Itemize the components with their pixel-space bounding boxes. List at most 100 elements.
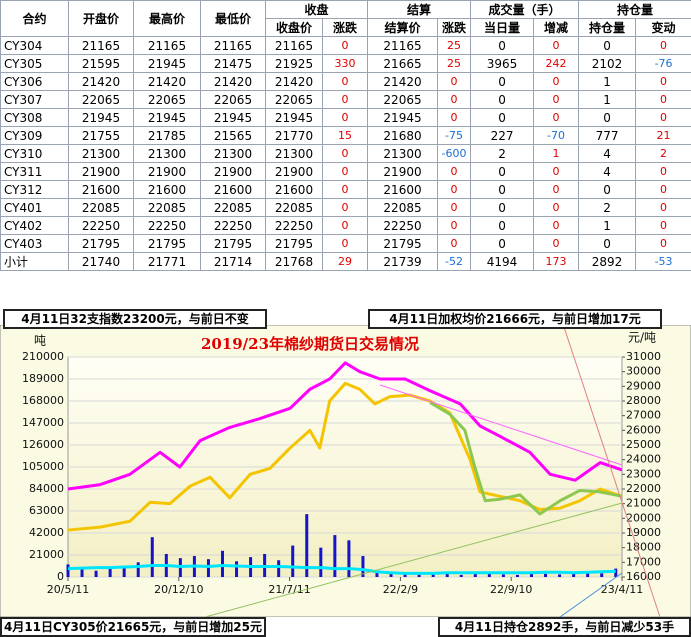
contract-cell: CY311 [0, 162, 69, 181]
table-cell: -53 [635, 252, 691, 271]
table-cell: 21900 [200, 162, 266, 181]
table-cell: 0 [533, 72, 580, 91]
table-cell: 15 [321, 126, 369, 145]
table-cell: 21300 [200, 144, 266, 163]
contract-cell: CY306 [0, 72, 69, 91]
table-cell: 0 [635, 162, 691, 181]
y2-tick-label: 29000 [626, 379, 661, 392]
y2-tick-label: 25000 [626, 438, 661, 451]
x-tick-label: 22/2/9 [383, 583, 418, 596]
table-cell: 21795 [367, 234, 439, 253]
table-cell: 4194 [470, 252, 535, 271]
table-cell: 21300 [367, 144, 439, 163]
volume-bar [417, 574, 421, 577]
table-cell: 21795 [200, 234, 266, 253]
table-cell: 21795 [133, 234, 201, 253]
table-cell: 4 [578, 162, 637, 181]
header-cell: 最低价 [200, 0, 266, 37]
table-row: CY312 21600 21600 21600 21600 0 21600 0 0 0 0 0 [0, 180, 691, 199]
table-cell: 2 [635, 144, 691, 163]
table-cell: 1 [578, 216, 637, 235]
table-cell: 0 [321, 162, 369, 181]
table-cell: 21600 [367, 180, 439, 199]
table-cell: 22250 [68, 216, 134, 235]
x-tick-label: 20/12/10 [154, 583, 203, 596]
table-cell: 3965 [470, 54, 535, 73]
header-cell: 当日量 [470, 18, 535, 37]
trend-line [204, 502, 623, 617]
note: 4月11日持仓2892手，与前日减少53手 [438, 617, 691, 637]
x-tick-label: 23/4/11 [601, 583, 643, 596]
header-row: 合约 开盘价 最高价 最低价 收盘 结算 成交量（手） 持仓量 [0, 0, 691, 37]
table-cell: 2102 [578, 54, 637, 73]
table-cell: 21165 [265, 36, 323, 55]
volume-bar [473, 572, 477, 577]
series-line [67, 361, 623, 491]
table-row: CY403 21795 21795 21795 21795 0 21795 0 0 0 0 0 [0, 234, 691, 253]
table-cell: -52 [437, 252, 472, 271]
table-cell: 330 [321, 54, 369, 73]
header-cell: 最高价 [133, 0, 201, 37]
volume-bar [487, 573, 491, 577]
table-cell: 0 [470, 36, 535, 55]
y-axis-label: 吨 [34, 334, 46, 348]
y2-tick-label: 23000 [626, 467, 661, 480]
table-cell: 21300 [265, 144, 323, 163]
table-cell: 0 [635, 216, 691, 235]
table-cell: 21945 [133, 54, 201, 73]
y2-tick-label: 18000 [626, 541, 661, 554]
quote-table: 合约 开盘价 最高价 最低价 收盘 结算 成交量（手） 持仓量 收盘价 涨跌 结算价 涨跌 当日量 增减持… [0, 0, 691, 271]
x-tick-label: 20/5/11 [47, 583, 89, 596]
x-tick-label: 21/7/11 [268, 583, 310, 596]
table-cell: 21714 [200, 252, 266, 271]
table-cell: 0 [437, 90, 472, 109]
volume-bar [501, 574, 505, 577]
table-cell: 21300 [68, 144, 134, 163]
table-cell: 21770 [265, 126, 323, 145]
table-cell: 21795 [265, 234, 323, 253]
table-cell: 0 [437, 72, 472, 91]
table-cell: 0 [470, 108, 535, 127]
table-cell: 0 [635, 198, 691, 217]
table-cell: 21795 [68, 234, 134, 253]
table-cell: 21420 [367, 72, 439, 91]
table-cell: -600 [437, 144, 472, 163]
y2-tick-label: 22000 [626, 482, 661, 495]
table-cell: 21785 [133, 126, 201, 145]
volume-bar [445, 573, 449, 577]
volume-bar [235, 561, 239, 577]
table-cell: -75 [437, 126, 472, 145]
note: 4月11日CY305价21665元，与前日增加25元 [0, 617, 266, 637]
table-cell: 0 [533, 108, 580, 127]
table-cell: 21771 [133, 252, 201, 271]
y2-tick-label: 20000 [626, 511, 661, 524]
trend-line [562, 325, 661, 617]
series-line [429, 401, 623, 516]
table-cell: 0 [635, 108, 691, 127]
table-cell: 25 [437, 54, 472, 73]
table-cell: 0 [533, 198, 580, 217]
table-cell: 21420 [133, 72, 201, 91]
y2-axis-label: 元/吨 [628, 331, 656, 345]
volume-bar [150, 537, 154, 577]
table-row: CY402 22250 22250 22250 22250 0 22250 0 0 0 1 0 [0, 216, 691, 235]
table-cell: 21768 [265, 252, 323, 271]
table-cell: 21945 [265, 108, 323, 127]
header-cell: 结算价 [367, 18, 439, 37]
table-cell: 242 [533, 54, 580, 73]
table-cell: 2892 [578, 252, 637, 271]
table-cell: 1 [533, 144, 580, 163]
table-row: CY308 21945 21945 21945 21945 0 21945 0 0 0 0 0 [0, 108, 691, 127]
volume-bar [108, 566, 112, 577]
y-tick-label: 126000 [22, 438, 64, 451]
table-cell: 0 [635, 72, 691, 91]
volume-bar [572, 573, 576, 577]
table-cell: 21739 [367, 252, 439, 271]
table-cell: 22085 [68, 198, 134, 217]
header-cell: 合约 [0, 0, 69, 37]
volume-bar [529, 573, 533, 577]
table-cell: 0 [321, 108, 369, 127]
table-cell: 22085 [367, 198, 439, 217]
volume-bar [206, 559, 210, 577]
table-cell: 21165 [133, 36, 201, 55]
